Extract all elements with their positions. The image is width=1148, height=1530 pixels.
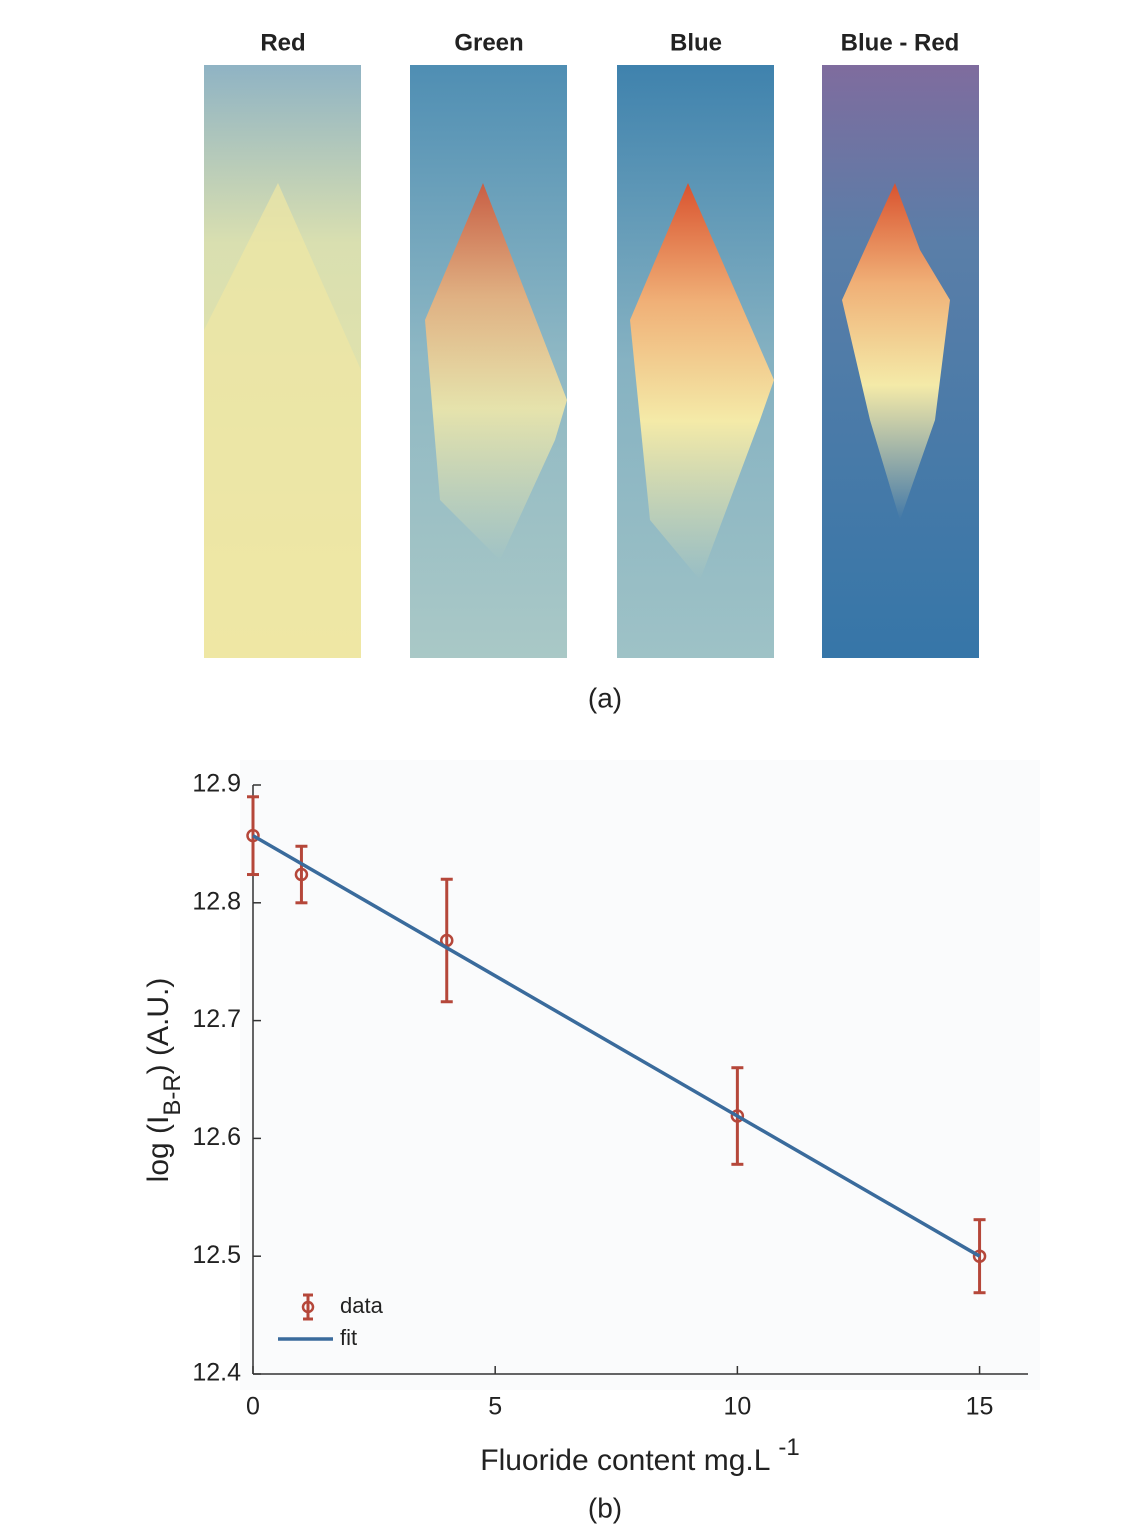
x-tick-label: 5 (488, 1393, 502, 1421)
data-point (972, 1249, 987, 1263)
legend-label: fit (340, 1325, 357, 1350)
x-label-part: Fluoride content mg.L (480, 1444, 770, 1477)
y-tick-label: 12.9 (192, 770, 241, 798)
y-tick-label: 12.5 (192, 1241, 241, 1269)
y-tick-label: 12.4 (192, 1359, 241, 1387)
panel-images (204, 65, 979, 658)
y-label-part: ) (A.U.) (142, 978, 175, 1075)
fit-line (252, 834, 981, 1258)
panel-title: Red (260, 29, 305, 56)
panel-title: Blue (670, 29, 722, 56)
panel-title: Green (454, 29, 523, 56)
y-tick-label: 12.7 (192, 1005, 241, 1033)
data-point (730, 1109, 745, 1123)
data-point (246, 828, 260, 843)
x-tick-label: 10 (723, 1393, 751, 1421)
data-point (294, 867, 309, 882)
legend-symbol (301, 1300, 315, 1314)
panel-title: Blue - Red (841, 29, 960, 56)
y-tick-label: 12.6 (192, 1123, 241, 1151)
caption: (b) (588, 1492, 622, 1523)
y-axis-label: log (IB-R) (A.U.) (142, 978, 186, 1183)
legend-label: data (340, 1293, 384, 1318)
error-bar (440, 877, 453, 1004)
error-bar (295, 844, 308, 905)
y-label-part: log (I (142, 1116, 175, 1183)
x-label-sup: -1 (778, 1434, 799, 1461)
x-tick-label: 15 (966, 1393, 994, 1421)
x-axis-label: Fluoride content mg.L -1 (480, 1434, 800, 1477)
caption: (a) (588, 682, 622, 713)
x-tick-label: 0 (246, 1393, 260, 1421)
plot-background (240, 760, 1040, 1390)
y-label-sub: B-R (159, 1074, 186, 1115)
y-tick-label: 12.8 (192, 887, 241, 915)
